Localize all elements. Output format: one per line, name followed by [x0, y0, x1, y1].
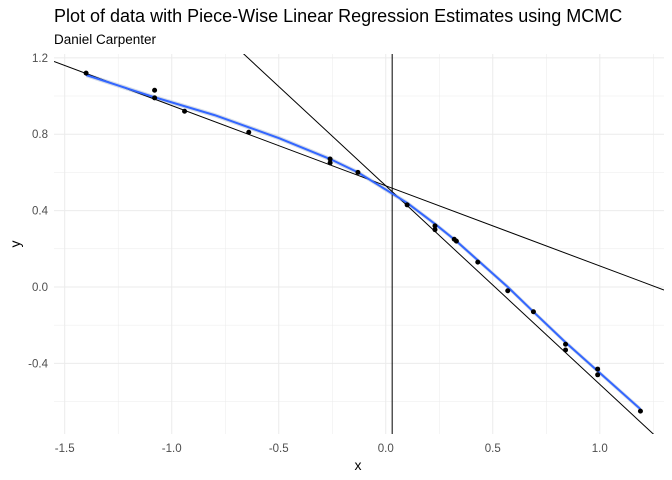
data-point: [637, 408, 643, 414]
data-point: [595, 366, 601, 372]
data-point: [83, 70, 89, 76]
data-point: [453, 238, 459, 244]
data-point: [563, 347, 569, 353]
x-axis-label: x: [355, 457, 362, 473]
data-point: [505, 288, 511, 294]
data-point: [327, 160, 333, 166]
data-point: [152, 95, 158, 101]
data-point: [182, 108, 188, 114]
y-tick-label: 0.0: [32, 282, 48, 294]
regression-lines: [54, 54, 664, 434]
confidence-band: [86, 72, 641, 412]
y-tick-label: 1.2: [32, 53, 48, 65]
data-point: [432, 223, 438, 229]
x-tick-label: 0.0: [378, 443, 394, 455]
x-tick-label: -1.5: [55, 443, 75, 455]
x-tick-label: 1.0: [592, 443, 608, 455]
data-point: [246, 129, 252, 135]
regression-line: [243, 54, 655, 434]
smooth-band: [86, 72, 641, 412]
data-point: [355, 169, 361, 175]
major-grid: [54, 54, 664, 434]
x-axis-ticks: -1.5 -1.0 -0.5 0.0 0.5 1.0: [55, 443, 608, 455]
data-point: [563, 341, 569, 347]
y-tick-label: 0.8: [32, 129, 48, 141]
smooth-curve: [85, 74, 642, 410]
x-tick-label: 0.5: [485, 443, 501, 455]
chart-title: Plot of data with Piece-Wise Linear Regr…: [54, 6, 623, 26]
y-tick-label: 0.4: [32, 206, 49, 218]
x-tick-label: -1.0: [162, 443, 182, 455]
regression-line: [54, 60, 664, 291]
data-point: [432, 227, 438, 233]
x-tick-label: -0.5: [269, 443, 289, 455]
data-point: [530, 309, 536, 315]
y-axis-label: y: [7, 241, 23, 248]
data-point: [404, 202, 410, 208]
y-axis-ticks: -0.4 0.0 0.4 0.8 1.2: [28, 53, 48, 371]
data-point: [327, 156, 333, 162]
data-point: [475, 259, 481, 265]
y-tick-label: -0.4: [28, 358, 48, 370]
smooth-line: [85, 74, 642, 410]
data-points: [83, 70, 643, 414]
chart-subtitle: Daniel Carpenter: [54, 32, 157, 47]
minor-grid: [54, 54, 664, 434]
data-point: [595, 372, 601, 378]
data-point: [152, 87, 158, 93]
